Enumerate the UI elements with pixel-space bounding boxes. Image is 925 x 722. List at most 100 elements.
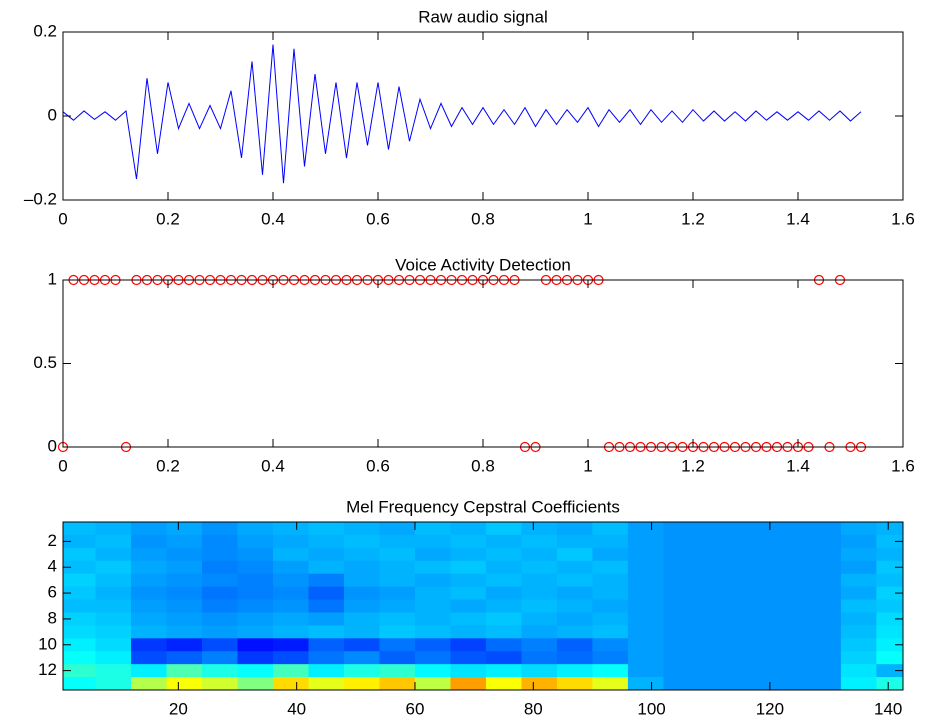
heatmap-cell — [63, 573, 97, 588]
x-tick-label: 1.4 — [786, 456, 810, 475]
heatmap-cell — [166, 534, 203, 549]
heatmap-cell — [131, 612, 168, 626]
heatmap-cell — [627, 560, 664, 575]
heatmap-cell — [485, 586, 522, 601]
heatmap-cell — [840, 625, 877, 639]
heatmap-cell — [131, 638, 168, 652]
heatmap-cell — [273, 638, 309, 652]
heatmap-cell — [450, 522, 487, 536]
heatmap-cell — [876, 522, 903, 536]
heatmap-cell — [840, 664, 877, 678]
heatmap-cell — [840, 560, 877, 575]
heatmap-cell — [485, 573, 522, 588]
heatmap-cell — [343, 612, 380, 626]
x-tick-label: 0.8 — [471, 456, 495, 475]
heatmap-cell — [131, 664, 168, 678]
heatmap-cell — [63, 599, 97, 613]
heatmap-cell — [273, 534, 309, 549]
heatmap-cell — [769, 625, 806, 639]
heatmap-cell — [556, 625, 593, 639]
heatmap-cell — [237, 625, 274, 639]
heatmap-cell — [805, 534, 842, 549]
heatmap-cell — [63, 612, 97, 626]
heatmap-cell — [379, 625, 416, 639]
heatmap-cell — [414, 677, 451, 690]
heatmap-cell — [769, 651, 806, 665]
heatmap-cell — [734, 547, 771, 562]
heatmap-cell — [840, 677, 877, 690]
heatmap-cell — [414, 599, 451, 613]
heatmap-cell — [166, 560, 203, 575]
heatmap-cell — [769, 586, 806, 601]
heatmap-cell — [95, 560, 132, 575]
heatmap-cell — [273, 547, 309, 562]
heatmap-cell — [734, 612, 771, 626]
heatmap-cell — [308, 625, 345, 639]
heatmap-cell — [876, 534, 903, 549]
x-tick-label: 1 — [583, 209, 592, 228]
heatmap-cell — [343, 638, 380, 652]
heatmap-cell — [805, 522, 842, 536]
heatmap-cell — [343, 547, 380, 562]
heatmap-cell — [202, 573, 239, 588]
heatmap-cell — [698, 534, 735, 549]
heatmap-cell — [521, 560, 558, 575]
heatmap-cell — [63, 547, 97, 562]
heatmap-cell — [308, 522, 345, 536]
heatmap-cell — [379, 560, 416, 575]
x-tick-label: 0.2 — [156, 209, 180, 228]
heatmap-cell — [769, 522, 806, 536]
heatmap-cell — [663, 677, 700, 690]
heatmap-cell — [237, 664, 274, 678]
heatmap-cell — [308, 599, 345, 613]
heatmap-cell — [840, 586, 877, 601]
heatmap-cell — [202, 522, 239, 536]
heatmap-cell — [95, 612, 132, 626]
heatmap-cell — [202, 560, 239, 575]
heatmap-cell — [450, 586, 487, 601]
heatmap-cell — [840, 547, 877, 562]
heatmap-cell — [414, 573, 451, 588]
heatmap-cell — [95, 625, 132, 639]
heatmap-cell — [805, 599, 842, 613]
heatmap-cell — [379, 522, 416, 536]
x-tick-label: 0 — [58, 209, 67, 228]
heatmap-cell — [237, 560, 274, 575]
heatmap-cell — [734, 638, 771, 652]
y-tick-label: 4 — [48, 557, 57, 576]
heatmap-cell — [308, 560, 345, 575]
heatmap-cell — [63, 522, 97, 536]
heatmap-cell — [663, 586, 700, 601]
heatmap-cell — [663, 599, 700, 613]
x-tick-label: 40 — [287, 699, 306, 718]
heatmap-cell — [769, 599, 806, 613]
heatmap-cell — [876, 599, 903, 613]
heatmap-cell — [202, 625, 239, 639]
heatmap-cell — [556, 677, 593, 690]
heatmap-cell — [450, 612, 487, 626]
heatmap-cell — [131, 560, 168, 575]
heatmap-cell — [663, 638, 700, 652]
heatmap-cell — [95, 573, 132, 588]
heatmap-cell — [131, 534, 168, 549]
heatmap-cell — [556, 560, 593, 575]
axes-background — [63, 32, 903, 200]
heatmap-cell — [95, 677, 132, 690]
x-tick-label: 1.4 — [786, 209, 810, 228]
heatmap-cell — [805, 664, 842, 678]
y-tick-label: 6 — [48, 583, 57, 602]
heatmap-cell — [698, 638, 735, 652]
heatmap-cell — [805, 612, 842, 626]
heatmap-cell — [237, 534, 274, 549]
heatmap-cell — [379, 651, 416, 665]
heatmap-cell — [273, 560, 309, 575]
heatmap-cell — [450, 560, 487, 575]
panel-title: Voice Activity Detection — [395, 255, 571, 274]
heatmap-cell — [63, 586, 97, 601]
heatmap-cell — [131, 573, 168, 588]
heatmap-cell — [521, 664, 558, 678]
heatmap-cell — [414, 547, 451, 562]
heatmap-cell — [876, 651, 903, 665]
heatmap-cell — [663, 522, 700, 536]
heatmap-cell — [663, 560, 700, 575]
